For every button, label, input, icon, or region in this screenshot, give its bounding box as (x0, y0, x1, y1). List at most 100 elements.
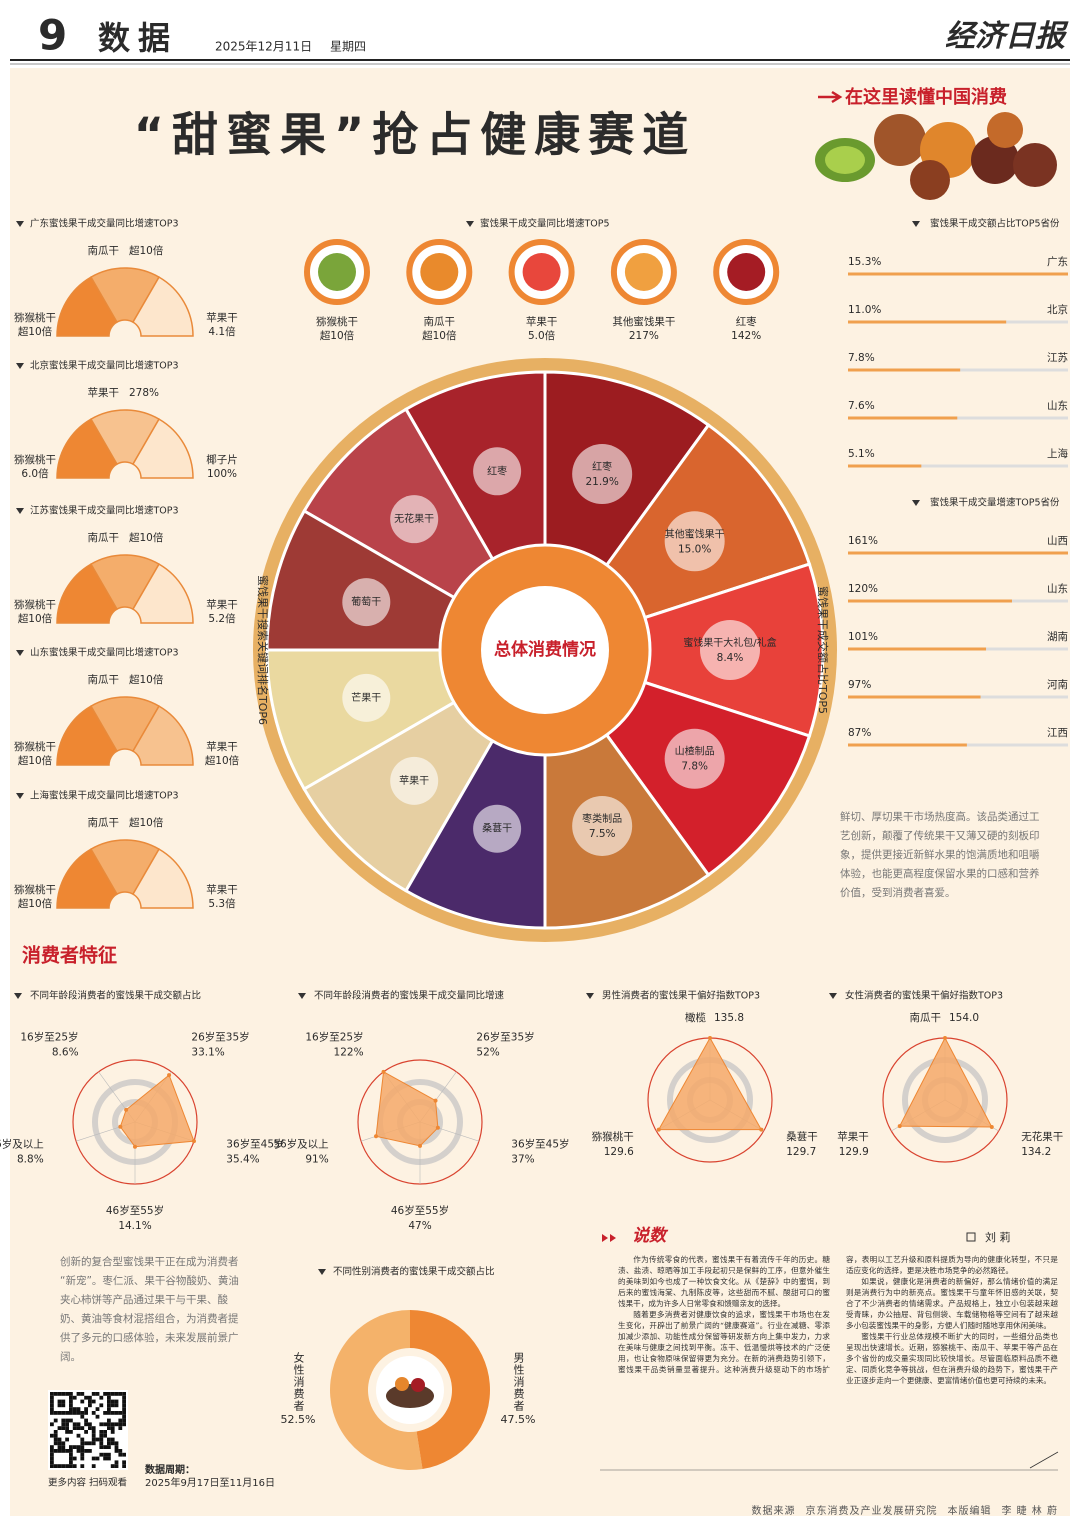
value-label: 134.2 (1021, 1146, 1051, 1158)
qr-module (80, 1445, 85, 1449)
section-heading: 消费者特征 (22, 944, 117, 967)
title-marker (829, 993, 837, 999)
category-label: 广东 (1047, 255, 1068, 268)
category-label: 46岁至55岁 (106, 1204, 164, 1217)
gauge-sector (56, 563, 119, 624)
qr-module (122, 1452, 126, 1457)
category-label: 36岁至45岁 (511, 1138, 569, 1151)
qr-module (69, 1407, 73, 1411)
qr-module (118, 1418, 123, 1423)
fruit-icon (318, 253, 356, 291)
qr-module (99, 1441, 104, 1446)
qr-module (95, 1414, 100, 1419)
qr-module (118, 1422, 123, 1427)
qr-module (61, 1403, 66, 1408)
qr-module (84, 1411, 88, 1415)
category-label: 椰子片 (206, 453, 238, 466)
qr-module (72, 1407, 77, 1411)
qr-module (53, 1437, 58, 1442)
qr-module (76, 1433, 81, 1438)
qr-module (99, 1430, 104, 1434)
qr-module (95, 1407, 100, 1411)
qr-module (76, 1426, 81, 1430)
qr-module (57, 1441, 62, 1446)
value-label: 97% (848, 679, 871, 691)
value-label: 47.5% (501, 1413, 536, 1426)
radar-point (167, 1073, 172, 1078)
qr-module (72, 1456, 77, 1461)
qr-module (50, 1452, 54, 1457)
chart-title: 上海蜜饯果干成交量同比增速TOP3 (30, 790, 179, 802)
qr-module (122, 1460, 126, 1465)
category-label: 湖南 (1047, 630, 1068, 643)
gauge-sector (89, 409, 161, 466)
qr-module (69, 1460, 73, 1465)
qr-module (53, 1392, 58, 1396)
qr-module (99, 1437, 104, 1442)
category-label: 山楂制品 (675, 745, 715, 758)
section-name: 数据 (98, 19, 178, 57)
qr-module (91, 1456, 96, 1461)
value-label: 7.6% (848, 400, 875, 412)
title-marker (16, 650, 24, 656)
value-label: 52% (476, 1046, 499, 1058)
value-label: 5.1% (848, 448, 875, 460)
qr-module (118, 1426, 123, 1430)
qr-module (122, 1422, 126, 1427)
category-label: 南瓜干 (88, 244, 120, 257)
label-bubble (342, 578, 391, 627)
qr-module (50, 1445, 54, 1449)
qr-module (103, 1430, 107, 1434)
qr-module (118, 1392, 123, 1396)
value-label: 6.0倍 (21, 467, 49, 480)
qr-module (72, 1445, 77, 1449)
qr-module (110, 1430, 115, 1434)
value-label: 超10倍 (18, 754, 53, 767)
qr-module (110, 1422, 115, 1427)
value-label: 超10倍 (129, 816, 164, 829)
note-left: 创新的复合型蜜饯果干正在成为消费者“新宠”。枣仁派、果干谷物酸奶、黄油夹心柿饼等… (60, 1256, 239, 1363)
qr-module (103, 1445, 107, 1449)
gauge-sector (56, 848, 119, 909)
category-label: 江西 (1047, 727, 1068, 739)
author-marker (966, 1232, 976, 1242)
qr-module (122, 1418, 126, 1423)
category-label: 46岁至55岁 (391, 1204, 449, 1217)
qr-module (118, 1411, 123, 1415)
donut-slice (410, 1310, 490, 1470)
qr-module (110, 1426, 115, 1430)
qr-module (61, 1426, 66, 1430)
qr-module (114, 1464, 119, 1468)
qr-module (50, 1411, 54, 1415)
chart-title: 广东蜜饯果干成交量同比增速TOP3 (30, 218, 179, 230)
value-label: 8.4% (717, 652, 744, 664)
category-label: 枣类制品 (582, 812, 622, 825)
qr-module (69, 1403, 73, 1408)
value-label: 101% (848, 631, 878, 643)
gauge-sector (56, 418, 119, 479)
qr-module (61, 1399, 66, 1404)
qr-module (76, 1422, 81, 1427)
category-label: 山西 (1047, 535, 1068, 547)
label-bubble (473, 447, 522, 496)
qr-module (91, 1426, 96, 1430)
title-marker (912, 221, 920, 227)
qr-module (53, 1418, 58, 1423)
qr-module (84, 1407, 88, 1411)
qr-module (114, 1422, 119, 1427)
qr-module (114, 1445, 119, 1449)
qr-module (91, 1441, 96, 1446)
label-bubble (390, 756, 439, 805)
qr-module (88, 1426, 92, 1430)
badge: 在这里读懂中国消费 (845, 86, 1007, 108)
editors: 李 睫 林 蔚 (1001, 1506, 1058, 1517)
qr-module (57, 1464, 62, 1468)
value-label: 超10倍 (320, 329, 355, 342)
value-label: 142% (731, 330, 761, 342)
keyword-label: 苹果干 (399, 774, 429, 787)
qr-module (53, 1430, 58, 1434)
value-label: 52.5% (281, 1413, 316, 1426)
category-label: 山东 (1047, 399, 1068, 412)
qr-module (65, 1464, 69, 1468)
